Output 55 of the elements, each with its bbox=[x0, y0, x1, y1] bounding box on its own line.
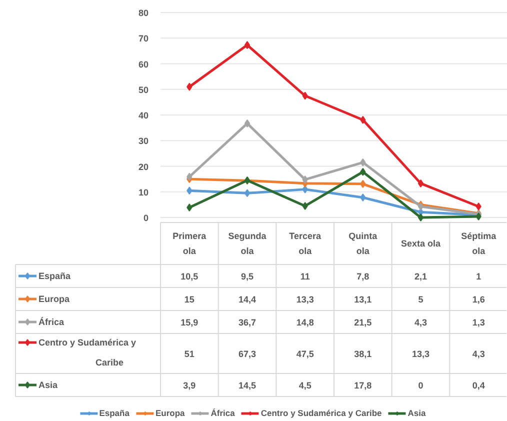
x-tick-label: Primera ola bbox=[172, 231, 208, 256]
data-label: 13,1 bbox=[354, 294, 372, 304]
text: África bbox=[210, 408, 235, 418]
text: España bbox=[99, 408, 130, 418]
data-label: 11 bbox=[300, 272, 310, 282]
y-tick-label: 30 bbox=[138, 136, 149, 146]
data-label: 15,9 bbox=[180, 318, 198, 328]
data-label: 14,8 bbox=[296, 318, 314, 328]
y-tick-label: 80 bbox=[138, 8, 149, 18]
data-label: 10,5 bbox=[180, 272, 198, 282]
data-label: 47,5 bbox=[296, 349, 314, 359]
text: Europa bbox=[155, 408, 185, 418]
x-tick-label: Sexta ola bbox=[400, 238, 442, 248]
data-label: 51 bbox=[184, 349, 194, 359]
y-tick-label: 70 bbox=[138, 34, 149, 44]
data-label: 9,5 bbox=[240, 272, 254, 282]
y-tick-label: 60 bbox=[138, 59, 149, 70]
y-tick-label: 20 bbox=[138, 162, 149, 172]
data-label: 2,1 bbox=[414, 272, 428, 282]
legend-label: Europa bbox=[38, 294, 70, 304]
data-label: 4,3 bbox=[414, 318, 428, 328]
x-tick-label: Quinta ola bbox=[348, 231, 378, 256]
data-label: 21,5 bbox=[354, 318, 372, 328]
text: Centro y Sudamérica y Caribe bbox=[260, 408, 382, 418]
data-label: 14,4 bbox=[238, 294, 256, 304]
data-label: 1,6 bbox=[472, 294, 485, 304]
y-tick-label: 40 bbox=[138, 110, 149, 120]
text: Asia bbox=[38, 380, 58, 390]
legend-label: Asia bbox=[408, 408, 427, 418]
data-label: 17,8 bbox=[354, 380, 372, 390]
data-label: 5 bbox=[418, 294, 424, 304]
x-tick-label: Séptima ola bbox=[461, 231, 498, 256]
data-label: 7,8 bbox=[356, 272, 370, 282]
data-label: 36,7 bbox=[238, 318, 256, 328]
y-tick-label: 10 bbox=[138, 187, 149, 198]
data-label: 0 bbox=[418, 380, 424, 390]
data-label: 4,5 bbox=[298, 380, 312, 390]
legend-label: África bbox=[38, 317, 66, 327]
data-label: 4,3 bbox=[472, 349, 485, 359]
data-label: 13,3 bbox=[412, 349, 430, 359]
data-label: 1,3 bbox=[472, 318, 485, 328]
data-label: 0,4 bbox=[472, 380, 485, 390]
x-tick-label: Segunda ola bbox=[228, 231, 268, 256]
data-label: 67,3 bbox=[238, 349, 256, 359]
data-label: 1 bbox=[476, 272, 482, 282]
legend-label: España bbox=[38, 271, 72, 281]
y-tick-label: 50 bbox=[138, 84, 149, 95]
data-label: 38,1 bbox=[354, 349, 372, 359]
data-label: 15 bbox=[184, 294, 194, 304]
data-label: 14,5 bbox=[238, 380, 256, 390]
y-tick-label: 0 bbox=[143, 213, 149, 223]
data-label: 3,9 bbox=[183, 380, 196, 390]
x-tick-label: Tercera ola bbox=[289, 231, 322, 256]
legend-label: Centro y Sudamérica y Caribe bbox=[38, 338, 136, 368]
data-label: 13,3 bbox=[296, 294, 314, 304]
